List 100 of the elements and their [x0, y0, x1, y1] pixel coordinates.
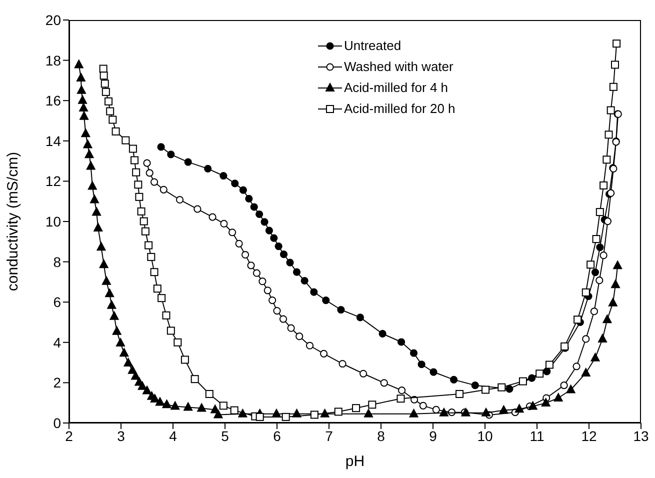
x-axis-title: pH: [345, 453, 365, 470]
point: [162, 311, 170, 320]
point: [241, 250, 250, 259]
point: [287, 324, 295, 332]
point: [338, 360, 346, 368]
y-tick-label: 0: [53, 414, 62, 431]
point: [600, 252, 608, 260]
y-tick-label: 10: [45, 213, 62, 230]
point: [280, 250, 288, 258]
point: [586, 260, 595, 269]
legend-label: Untreated: [344, 38, 402, 53]
point: [265, 226, 273, 234]
point: [591, 268, 600, 276]
y-axis-title: conductivity (mS/cm): [4, 152, 22, 292]
x-tick-label: 10: [477, 428, 493, 444]
point: [592, 235, 600, 244]
point: [256, 412, 264, 421]
point: [574, 316, 582, 324]
point: [609, 82, 618, 91]
point: [220, 172, 228, 180]
point: [112, 127, 120, 136]
point: [612, 40, 621, 48]
point: [368, 400, 376, 409]
y-tick-label: 4: [53, 334, 62, 350]
point: [310, 410, 318, 419]
point: [310, 288, 318, 296]
point: [334, 408, 342, 416]
point: [258, 278, 266, 286]
point: [482, 386, 490, 394]
point: [596, 243, 604, 252]
y-tick-label: 2: [53, 374, 62, 391]
point: [432, 406, 440, 414]
point: [286, 258, 294, 266]
point: [590, 308, 598, 316]
point: [231, 180, 239, 188]
point: [378, 330, 386, 338]
point: [506, 385, 514, 393]
point: [320, 350, 328, 358]
point: [205, 390, 214, 398]
point: [274, 242, 282, 250]
point: [611, 60, 619, 69]
x-tick-label: 5: [221, 428, 230, 444]
point: [518, 377, 527, 386]
point: [208, 213, 216, 221]
point: [418, 360, 426, 368]
point: [273, 306, 281, 315]
x-tick-label: 6: [273, 428, 282, 444]
point: [235, 240, 243, 248]
point: [398, 386, 406, 394]
x-tick-label: 13: [633, 428, 649, 444]
point: [180, 356, 189, 364]
point: [256, 210, 264, 218]
point: [270, 234, 278, 242]
point: [239, 186, 247, 194]
x-tick-label: 7: [325, 428, 334, 444]
legend-label: Washed with water: [344, 59, 454, 74]
point: [397, 338, 406, 346]
point: [498, 383, 506, 392]
point: [228, 228, 236, 236]
point: [130, 156, 139, 164]
point: [137, 207, 146, 216]
point: [135, 192, 144, 201]
point: [572, 362, 580, 370]
point: [356, 314, 364, 322]
point: [153, 284, 162, 293]
x-tick-label: 8: [377, 428, 386, 444]
point: [456, 390, 464, 398]
point: [596, 276, 604, 284]
point: [410, 349, 418, 357]
y-tick-label: 16: [45, 92, 62, 109]
point: [100, 72, 108, 80]
point: [582, 288, 590, 296]
x-tick-label: 4: [169, 428, 178, 444]
point: [604, 130, 613, 139]
x-tick-label: 11: [530, 428, 544, 444]
point: [252, 269, 261, 277]
point: [143, 159, 151, 167]
point: [230, 406, 238, 414]
point: [100, 80, 109, 88]
point: [536, 370, 544, 378]
point: [184, 158, 192, 166]
point: [582, 335, 590, 343]
point: [560, 382, 568, 390]
point: [300, 276, 308, 285]
y-tick-label: 20: [45, 12, 62, 28]
point: [140, 217, 148, 226]
point: [260, 218, 268, 226]
point: [134, 180, 142, 189]
point: [396, 394, 405, 403]
point: [268, 296, 276, 304]
legend-label: Acid-milled for 4 h: [344, 80, 448, 95]
point: [122, 136, 130, 144]
point: [158, 294, 166, 302]
y-tick-label: 14: [45, 132, 62, 149]
point: [204, 164, 212, 173]
point: [352, 404, 360, 412]
point: [157, 143, 165, 151]
point: [160, 186, 168, 194]
y-tick-label: 8: [53, 254, 62, 270]
point: [176, 196, 184, 204]
